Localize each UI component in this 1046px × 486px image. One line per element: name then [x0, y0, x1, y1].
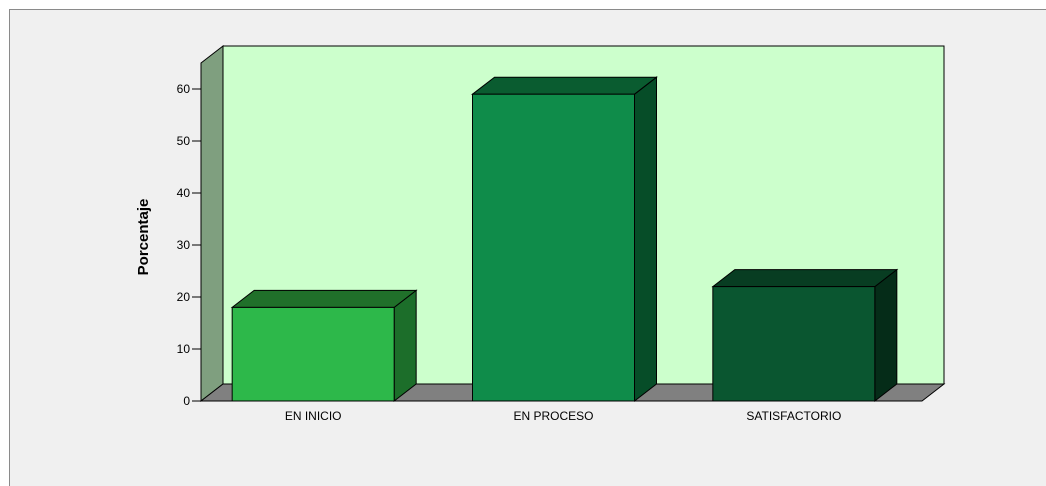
y-tick-label: 10 — [177, 342, 191, 356]
y-tick-label: 0 — [183, 394, 190, 408]
bar-satisfactorio — [711, 268, 899, 403]
plot-left-wall — [200, 44, 224, 403]
bar-en-proceso — [471, 76, 658, 403]
bar-top — [471, 76, 658, 95]
y-tick-label: 60 — [177, 82, 191, 96]
bar-front — [472, 93, 635, 402]
bar-front — [712, 286, 876, 402]
x-tick-label: EN PROCESO — [513, 409, 593, 423]
bar-top — [711, 269, 899, 288]
x-tick-label: EN INICIO — [285, 409, 342, 423]
bar-front — [231, 306, 395, 402]
bar-side — [393, 289, 417, 403]
bar-top — [230, 289, 418, 308]
y-axis-label: Porcentaje — [135, 199, 152, 276]
bar-side — [874, 268, 898, 403]
y-tick-label: 50 — [177, 134, 191, 148]
bar-side — [634, 76, 657, 403]
bar-en-inicio — [230, 289, 418, 403]
y-tick-label: 30 — [177, 238, 191, 252]
x-tick-label: SATISFACTORIO — [746, 409, 841, 423]
y-tick-label: 40 — [177, 186, 191, 200]
y-tick-label: 20 — [177, 290, 191, 304]
